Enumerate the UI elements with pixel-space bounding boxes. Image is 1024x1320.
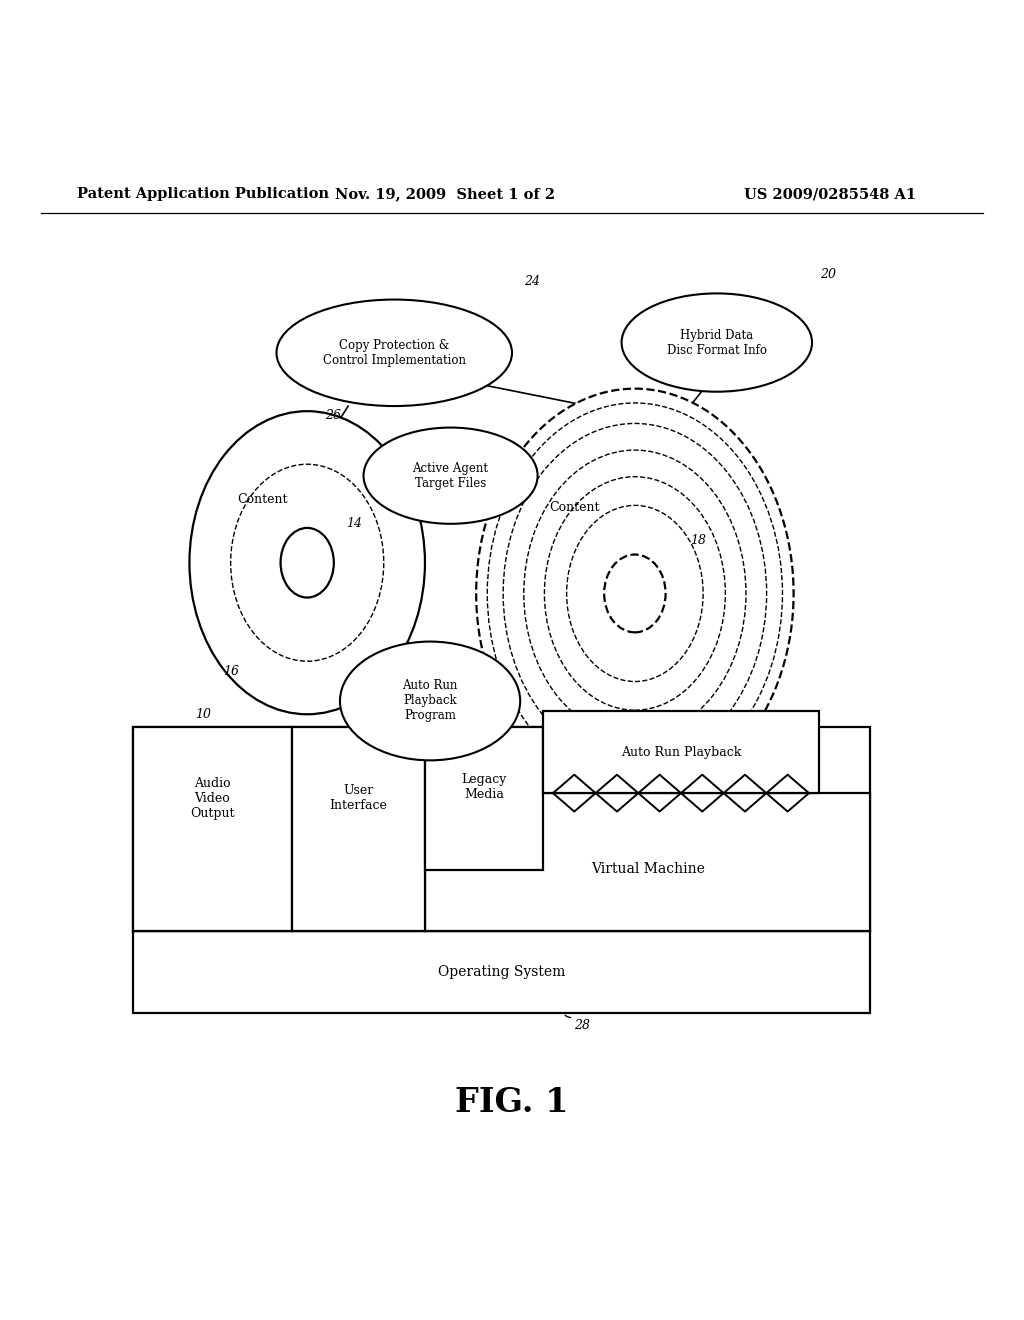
Ellipse shape	[281, 528, 334, 598]
Text: Auto Run Playback: Auto Run Playback	[621, 746, 741, 759]
Text: 10: 10	[196, 708, 212, 721]
Ellipse shape	[364, 428, 538, 524]
Ellipse shape	[276, 300, 512, 407]
Text: 22: 22	[337, 772, 353, 785]
Bar	[292, 726, 425, 932]
Text: 24: 24	[524, 275, 541, 288]
Text: Content: Content	[238, 492, 288, 506]
Text: US 2009/0285548 A1: US 2009/0285548 A1	[744, 187, 916, 201]
Ellipse shape	[340, 642, 520, 760]
Text: Auto Run
Playback
Program: Auto Run Playback Program	[402, 680, 458, 722]
Text: 36: 36	[425, 697, 441, 710]
Ellipse shape	[622, 293, 812, 392]
Ellipse shape	[604, 554, 666, 632]
Text: FIG. 1: FIG. 1	[456, 1086, 568, 1119]
Text: 18: 18	[690, 533, 707, 546]
Text: 14: 14	[346, 517, 362, 529]
Text: Operating System: Operating System	[438, 965, 565, 979]
Text: 16: 16	[222, 665, 239, 678]
Text: Patent Application Publication: Patent Application Publication	[77, 187, 329, 201]
Text: 28: 28	[573, 1019, 590, 1032]
Text: 30: 30	[185, 884, 202, 896]
Text: Copy Protection &
Control Implementation: Copy Protection & Control Implementation	[323, 339, 466, 367]
Text: 16: 16	[523, 734, 540, 747]
Text: Content: Content	[549, 500, 600, 513]
Ellipse shape	[189, 411, 425, 714]
Text: User
Interface: User Interface	[330, 784, 387, 812]
Bar	[425, 726, 870, 932]
Bar	[133, 726, 425, 932]
Text: Audio
Video
Output: Audio Video Output	[190, 776, 234, 820]
Text: Virtual Machine: Virtual Machine	[591, 862, 705, 876]
Text: 32: 32	[335, 884, 350, 896]
Bar	[133, 726, 292, 932]
Bar	[425, 726, 543, 870]
Text: Legacy
Media: Legacy Media	[461, 772, 507, 801]
Text: Active Agent
Target Files: Active Agent Target Files	[413, 462, 488, 490]
Text: 34: 34	[640, 895, 655, 907]
Bar	[133, 932, 870, 1014]
Bar	[543, 711, 819, 793]
Bar	[425, 793, 870, 932]
Text: 20: 20	[820, 268, 837, 281]
Ellipse shape	[476, 388, 794, 799]
Text: Hybrid Data
Disc Format Info: Hybrid Data Disc Format Info	[667, 329, 767, 356]
Text: Nov. 19, 2009  Sheet 1 of 2: Nov. 19, 2009 Sheet 1 of 2	[336, 187, 555, 201]
Text: 12: 12	[710, 767, 725, 780]
Text: 26: 26	[325, 409, 341, 422]
